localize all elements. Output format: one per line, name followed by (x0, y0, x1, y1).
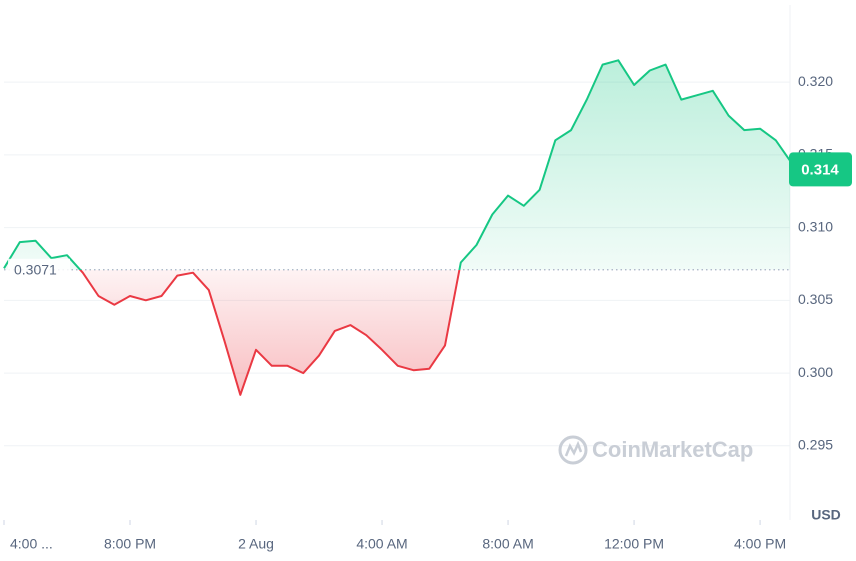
x-tick-label: 4:00 AM (356, 536, 407, 552)
y-tick-label: 0.305 (798, 291, 833, 307)
x-tick-label: 4:00 ... (10, 536, 53, 552)
x-tick-label: 8:00 AM (482, 536, 533, 552)
watermark: CoinMarketCap (592, 437, 753, 462)
x-tick-label: 4:00 PM (734, 536, 786, 552)
x-tick-label: 2 Aug (238, 536, 274, 552)
y-unit: USD (811, 507, 841, 523)
x-tick-label: 8:00 PM (104, 536, 156, 552)
price-badge-label: 0.314 (801, 161, 839, 178)
y-tick-label: 0.300 (798, 364, 833, 380)
y-tick-label: 0.320 (798, 73, 833, 89)
y-tick-label: 0.310 (798, 218, 833, 234)
price-area (4, 60, 790, 395)
x-tick-label: 12:00 PM (604, 536, 664, 552)
price-badge (789, 152, 852, 187)
price-line (3, 59, 791, 396)
open-price-label: 0.3071 (14, 261, 57, 277)
y-tick-label: 0.295 (798, 437, 833, 453)
